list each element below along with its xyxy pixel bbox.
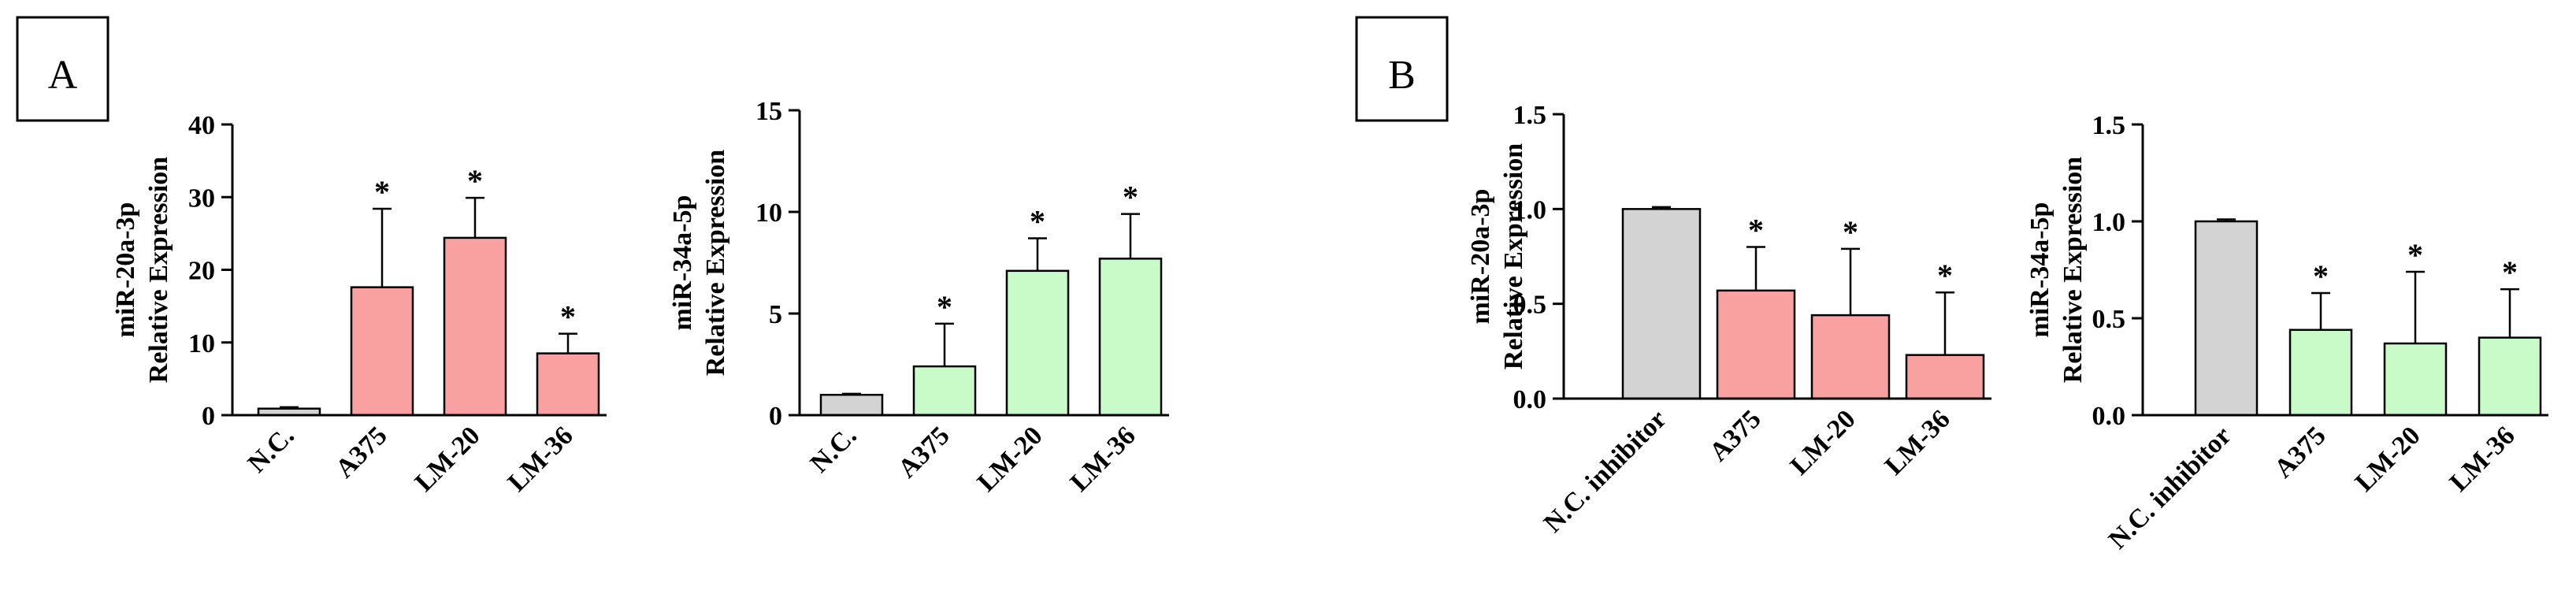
- y-tick-label: 0: [202, 402, 215, 431]
- bar: [350, 286, 414, 417]
- x-tick-label: N.C.: [805, 421, 863, 478]
- bar: [2288, 328, 2353, 417]
- significance-mark: *: [2502, 254, 2518, 290]
- y-tick-label: 10: [755, 199, 782, 228]
- bar: [1098, 258, 1163, 417]
- significance-mark: *: [374, 174, 390, 210]
- y-axis-label-line-2: Relative Expression: [144, 157, 173, 384]
- x-tick-label: LM-20: [2350, 421, 2426, 497]
- bar: [1005, 269, 1070, 417]
- bar: [2478, 336, 2542, 417]
- x-tick-label: A375: [893, 421, 956, 484]
- panel-a-letter: A: [48, 53, 78, 98]
- x-tick-label: A375: [330, 421, 393, 484]
- bar: [443, 236, 507, 417]
- y-tick-label: 40: [188, 111, 215, 140]
- x-tick-label: LM-36: [503, 421, 579, 497]
- x-tick-label: N.C.: [243, 421, 300, 478]
- y-tick-label: 0.0: [1513, 385, 1547, 414]
- y-axis-label-line-2: Relative Expression: [701, 150, 730, 377]
- bar: [1716, 289, 1796, 400]
- significance-mark: *: [560, 299, 576, 335]
- y-tick-label: 0: [769, 402, 782, 431]
- x-tick-label: A375: [2269, 421, 2332, 484]
- bar: [2383, 342, 2448, 417]
- x-tick-label: A375: [1704, 404, 1767, 467]
- panel-b-letter: B: [1388, 53, 1416, 98]
- y-axis-label-line-1: miR-20a-3p: [1466, 189, 1495, 325]
- significance-mark: *: [937, 289, 952, 325]
- y-tick-label: 10: [188, 329, 215, 358]
- x-tick-label: LM-20: [1785, 404, 1861, 481]
- y-tick-label: 20: [188, 257, 215, 286]
- significance-mark: *: [467, 163, 483, 199]
- significance-mark: *: [2313, 258, 2329, 294]
- significance-mark: *: [1123, 180, 1138, 215]
- significance-mark: *: [1030, 204, 1045, 239]
- x-tick-label: N.C. inhibitor: [1539, 404, 1672, 538]
- y-tick-label: 1.0: [2092, 208, 2126, 237]
- y-tick-label: 0.5: [2092, 305, 2126, 334]
- y-axis-label-line-1: miR-34a-5p: [2025, 202, 2054, 338]
- panel-a-label: A: [16, 16, 109, 122]
- chart-1: miR-20a-3p Relative Expression 0 10 20 30 40 N.…: [111, 111, 607, 497]
- charts: miR-20a-3p Relative Expression010203040N.…: [111, 97, 2548, 555]
- y-axis-label-line-2: Relative Expression: [1499, 143, 1528, 370]
- y-tick-label: 0.5: [1513, 291, 1547, 320]
- y-tick-label: 15: [755, 97, 782, 126]
- y-axis-label-line-1: miR-20a-3p: [111, 202, 140, 338]
- chart-2: miR-34a-5p Relative Expression 0 5 10 15 N.C. *…: [668, 97, 1169, 497]
- y-tick-label: 1.5: [2092, 111, 2126, 140]
- x-tick-label: N.C. inhibitor: [2103, 421, 2237, 555]
- y-tick-label: 5: [769, 300, 782, 329]
- significance-mark: *: [1748, 212, 1764, 247]
- significance-mark: *: [1937, 258, 1953, 293]
- x-tick-label: LM-20: [972, 421, 1049, 497]
- bar: [1905, 354, 1985, 400]
- x-tick-label: LM-36: [1065, 421, 1141, 497]
- x-tick-label: LM-36: [2444, 421, 2521, 497]
- bar: [819, 393, 884, 417]
- y-tick-label: 30: [188, 184, 215, 213]
- panel-b-label: B: [1355, 16, 1449, 122]
- y-axis-label-line-2: Relative Expression: [2058, 157, 2088, 384]
- y-tick-label: 1.0: [1513, 195, 1547, 225]
- chart-3: miR-20a-3p Relative Expression 0.0 0.5 1.0 1.…: [1466, 101, 1991, 538]
- bar: [912, 365, 977, 417]
- y-axis-label-line-1: miR-34a-5p: [668, 195, 697, 331]
- x-tick-label: LM-36: [1880, 404, 1956, 481]
- y-tick-label: 0.0: [2092, 402, 2126, 431]
- significance-mark: *: [1843, 214, 1858, 250]
- bar: [536, 352, 600, 417]
- bar: [2194, 220, 2259, 417]
- y-tick-label: 1.5: [1513, 101, 1547, 130]
- bar: [1621, 208, 1702, 400]
- x-tick-label: LM-20: [410, 421, 486, 497]
- bar: [1810, 314, 1891, 400]
- significance-mark: *: [2407, 237, 2423, 273]
